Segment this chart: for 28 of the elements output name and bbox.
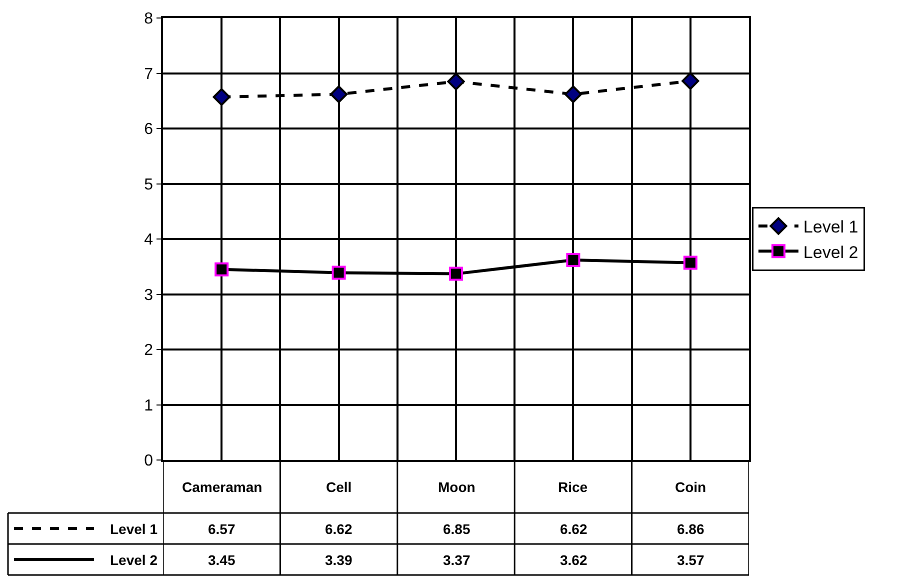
legend-label: Level 2 <box>803 242 858 262</box>
data-label: 6.57 <box>208 521 236 537</box>
data-label: 3.39 <box>325 552 352 568</box>
data-label: 3.37 <box>443 552 470 568</box>
y-tick-label: 3 <box>144 286 154 304</box>
data-label: 3.45 <box>208 552 236 568</box>
data-label: 6.62 <box>560 521 588 537</box>
y-tick-label: 5 <box>144 176 154 194</box>
data-label: 3.62 <box>560 552 588 568</box>
x-tick-label: Rice <box>558 479 588 495</box>
data-label: 6.85 <box>443 521 470 537</box>
text: Level 1 <box>110 521 158 537</box>
x-tick-label: Cameraman <box>182 479 262 495</box>
y-tick-label: 8 <box>144 10 154 28</box>
x-tick-label: Moon <box>438 479 476 495</box>
y-tick-label: 2 <box>144 342 154 360</box>
data-label: 3.57 <box>677 552 704 568</box>
y-tick-label: 0 <box>144 452 154 470</box>
y-tick-label: 6 <box>144 121 154 138</box>
data-label: 6.62 <box>325 521 352 537</box>
data-label: 6.86 <box>677 521 704 537</box>
y-tick-label: 7 <box>144 66 154 83</box>
x-tick-label: Coin <box>675 479 706 495</box>
text: Level 2 <box>110 552 158 568</box>
y-tick-label: 1 <box>144 397 154 414</box>
legend-label: Level 1 <box>803 218 858 237</box>
x-tick-label: Cell <box>326 479 352 495</box>
y-tick-label: 4 <box>144 232 154 249</box>
